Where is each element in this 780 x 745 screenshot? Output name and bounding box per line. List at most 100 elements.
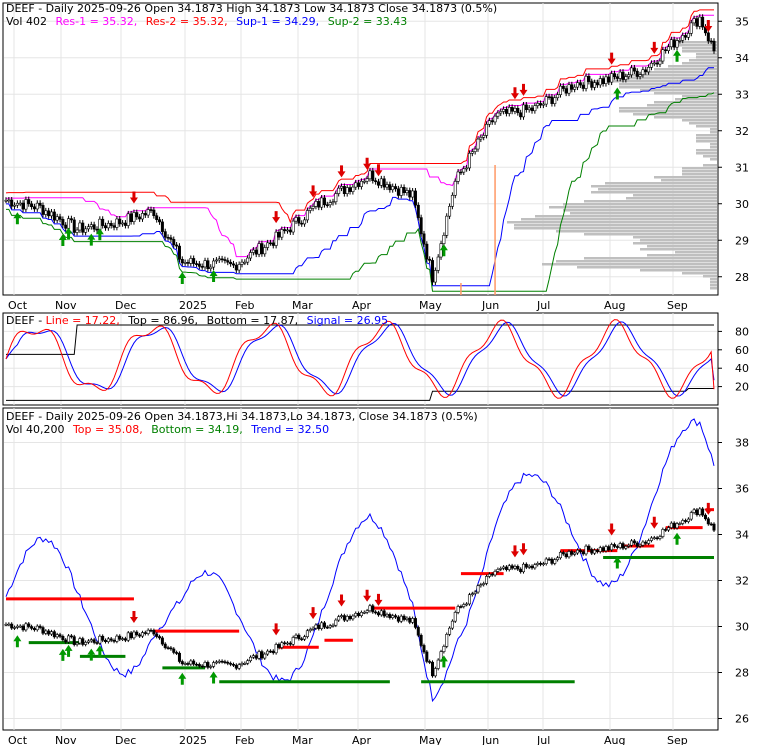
volume-profile-bar (696, 140, 717, 143)
candle-body (72, 636, 76, 645)
volume-profile-bar (591, 80, 717, 83)
volume-profile-bar (696, 137, 717, 140)
volume-profile-bar (542, 263, 717, 266)
candle-body (15, 202, 19, 206)
volume-profile-bar (682, 173, 717, 176)
candle-body (638, 74, 642, 77)
buy-arrow (613, 87, 622, 100)
candle-body (638, 544, 642, 547)
volume-profile-bar (682, 50, 717, 53)
candle-body (340, 186, 344, 189)
candle-body (413, 190, 417, 206)
y-tick-label: 31 (735, 161, 749, 174)
candle-body (604, 76, 608, 84)
candle-body (297, 634, 301, 640)
panel1-res2: Res-2 = 35.32, (146, 15, 228, 28)
x-tick-label: Apr (352, 299, 372, 312)
candle-body (246, 257, 250, 263)
candle-body (294, 217, 298, 222)
volume-profile-bar (640, 248, 717, 251)
volume-profile-bar (682, 62, 717, 65)
x-tick-label: Jul (536, 734, 550, 745)
volume-profile-bar (647, 71, 717, 74)
volume-profile-bar (619, 86, 717, 89)
candle-body (214, 259, 218, 262)
candle-body (541, 563, 545, 566)
candle-body (203, 260, 207, 268)
candle-body (490, 120, 494, 123)
candle-body (581, 551, 585, 555)
candle-body (121, 222, 125, 225)
candle-body (658, 60, 662, 65)
candle-body (547, 558, 551, 561)
candle-body (416, 204, 420, 218)
candle-body (140, 213, 144, 220)
candle-body (146, 629, 150, 634)
candle-body (140, 632, 144, 637)
candle-body (112, 225, 116, 228)
candle-body (473, 591, 477, 594)
y-tick-label: 30 (735, 198, 749, 211)
candle-body (564, 88, 568, 94)
candle-body (615, 546, 619, 548)
panel3-top: Top = 35.08, (72, 423, 143, 436)
candle-body (189, 258, 193, 264)
x-tick-label: 2025 (179, 299, 207, 312)
candle-body (627, 74, 631, 77)
candle-body (698, 16, 702, 27)
candle-body (573, 86, 577, 90)
candle-body (413, 618, 417, 628)
candle-body (493, 571, 497, 576)
candle-body (368, 605, 372, 612)
candle-body (212, 260, 216, 268)
candle-body (291, 637, 295, 645)
candle-body (487, 573, 491, 577)
candle-body (135, 631, 139, 636)
sell-arrow (519, 543, 528, 556)
candle-body (482, 583, 486, 585)
volume-profile-bar (675, 41, 717, 44)
candle-body (285, 642, 289, 645)
candle-body (146, 209, 150, 216)
candle-body (462, 604, 466, 607)
candle-body (277, 644, 281, 648)
candle-body (504, 108, 508, 114)
candle-body (521, 104, 525, 118)
candle-body (237, 264, 241, 271)
candle-body (678, 523, 682, 525)
candle-body (598, 78, 602, 86)
candle-body (32, 206, 36, 210)
candle-body (192, 258, 196, 264)
volume-profile-bar (626, 197, 717, 200)
volume-profile-bar (696, 134, 717, 137)
candle-body (573, 552, 577, 555)
sell-arrow (272, 623, 281, 636)
volume-profile-bar (682, 272, 717, 275)
candle-body (7, 623, 11, 626)
candle-body (263, 653, 267, 659)
candle-body (450, 194, 454, 207)
candle-body (513, 107, 517, 112)
candle-body (186, 262, 190, 264)
candle-body (123, 638, 127, 641)
candle-body (544, 96, 548, 105)
candle-body (624, 546, 628, 549)
volume-profile-bar (640, 269, 717, 272)
candle-body (67, 635, 71, 643)
candle-body (615, 76, 619, 79)
volume-profile-bar (640, 239, 717, 242)
candle-body (689, 22, 693, 34)
volume-profile-bar (584, 200, 717, 203)
candle-body (504, 566, 508, 570)
candle-body (345, 616, 349, 621)
candle-body (539, 103, 543, 106)
candle-body (678, 39, 682, 42)
volume-profile-bar (696, 53, 717, 56)
candle-body (322, 197, 326, 206)
candle-body (368, 170, 372, 180)
candle-body (533, 105, 537, 112)
volume-profile-bar (668, 44, 717, 47)
candle-body (502, 566, 506, 569)
sell-arrow (272, 211, 281, 224)
sup1-line (6, 67, 714, 287)
